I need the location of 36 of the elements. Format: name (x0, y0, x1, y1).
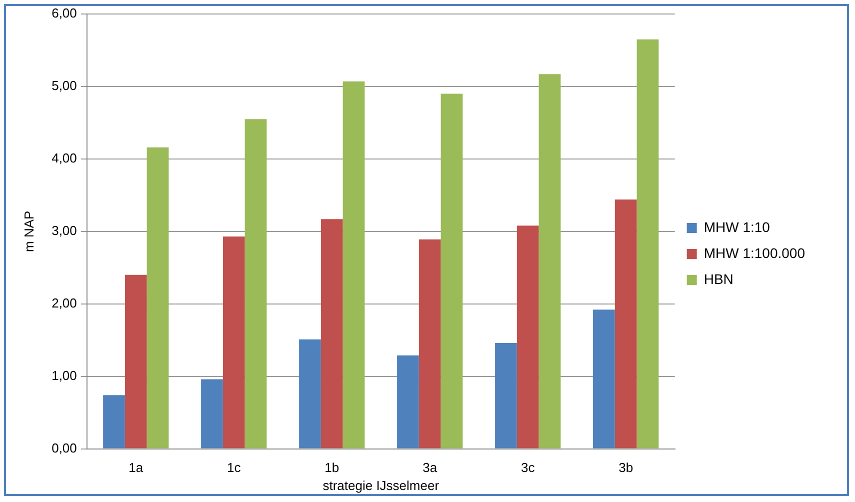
bar (103, 395, 125, 448)
x-tick-label: 3b (618, 460, 634, 476)
x-tick-label: 1a (128, 460, 144, 476)
bar (299, 339, 321, 448)
bar (146, 147, 169, 448)
bar (516, 226, 539, 448)
bar (538, 74, 561, 448)
bar (244, 119, 267, 448)
bar (440, 94, 463, 448)
bar (222, 236, 245, 448)
bar (201, 379, 223, 448)
x-tick-label: 3a (422, 460, 438, 476)
bar (418, 239, 441, 448)
bar (124, 274, 147, 448)
x-axis-title: strategie IJsselmeer (322, 478, 440, 493)
legend-label: HBN (704, 270, 734, 287)
bar (593, 310, 615, 448)
legend-label: MHW 1:10 (704, 218, 770, 235)
bar (397, 355, 419, 448)
bar (636, 39, 659, 448)
y-tick-label: 4,00 (52, 150, 77, 166)
y-tick-label: 2,00 (52, 295, 77, 310)
legend-label: MHW 1:100.000 (704, 244, 806, 261)
y-tick-label: 1,00 (52, 368, 77, 383)
bar (495, 343, 517, 448)
bar (320, 219, 343, 448)
bar (614, 200, 637, 448)
y-tick-label: 5,00 (52, 78, 77, 94)
x-tick-label: 1b (324, 460, 340, 476)
y-axis-title: m NAP (21, 210, 36, 252)
x-tick-label: 1c (227, 460, 242, 476)
y-tick-label: 6,00 (52, 6, 77, 21)
x-tick-label: 3c (520, 460, 536, 476)
y-tick-label: 0,00 (52, 440, 77, 456)
y-tick-label: 3,00 (52, 222, 77, 238)
bar (342, 81, 365, 448)
